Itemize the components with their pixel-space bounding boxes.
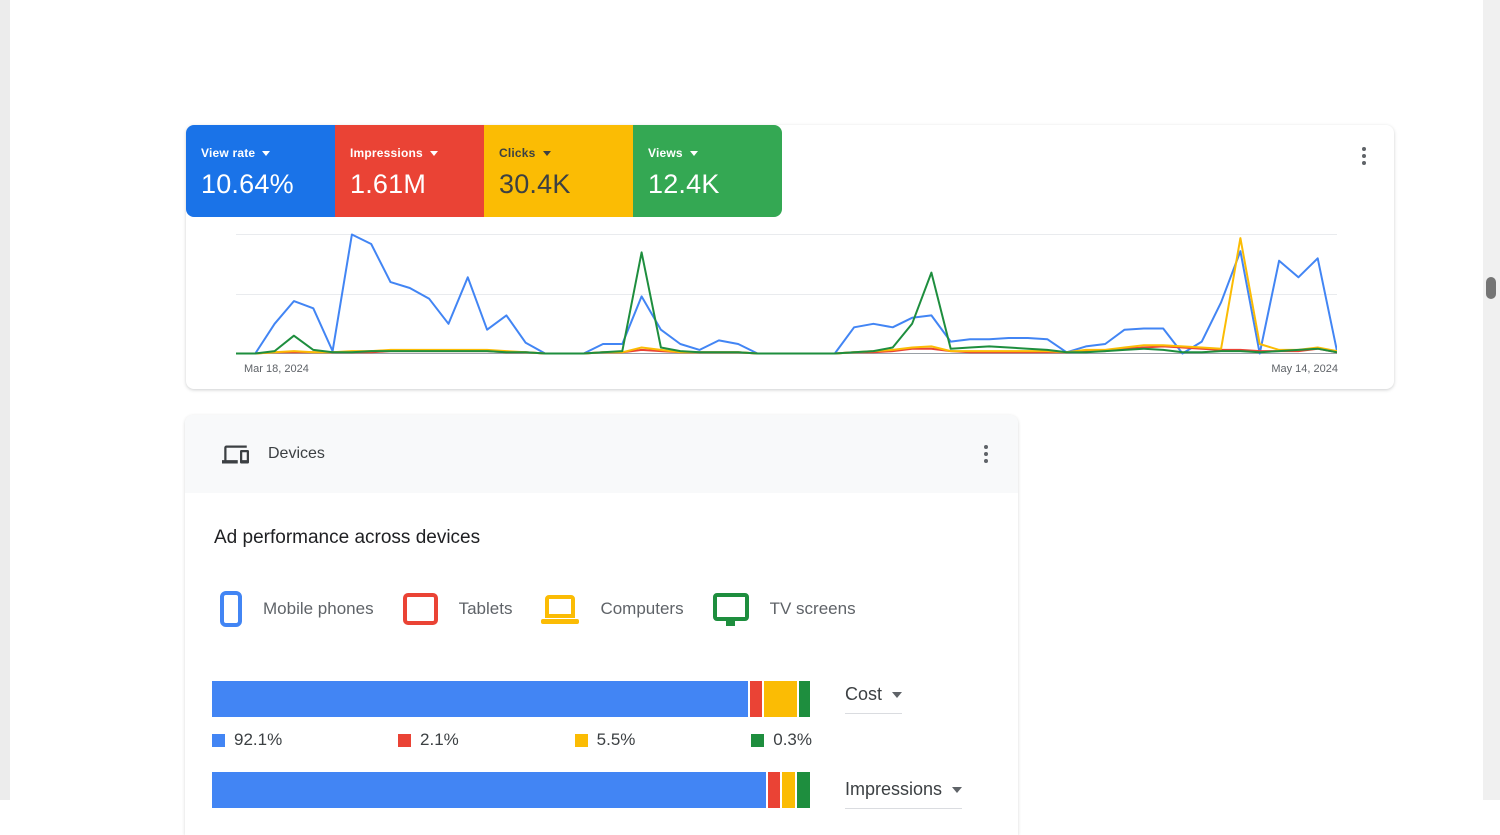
chevron-down-icon bbox=[262, 150, 271, 156]
performance-chart-card: View rate 10.64% Impressions 1.61M Click… bbox=[186, 125, 1394, 389]
mobile-phone-icon bbox=[220, 591, 242, 627]
bar-segment-tablets bbox=[749, 681, 763, 717]
scorecard-value: 30.4K bbox=[499, 169, 571, 199]
devices-heading: Ad performance across devices bbox=[214, 527, 481, 548]
scorecard-label: Impressions bbox=[350, 146, 423, 160]
swatch-mobile-phones bbox=[212, 733, 225, 747]
chevron-down-icon bbox=[689, 150, 698, 156]
pct-value: 2.1% bbox=[420, 730, 459, 749]
devices-card-header: Devices bbox=[185, 415, 1018, 493]
series-line-clicks bbox=[236, 237, 1338, 355]
legend-label: Computers bbox=[600, 599, 684, 618]
pct-tablets: 2.1% bbox=[398, 730, 459, 750]
swatch-computers bbox=[574, 733, 588, 747]
chevron-down-icon bbox=[892, 691, 903, 698]
laptop-icon bbox=[541, 594, 580, 624]
swatch-tv-screens bbox=[751, 733, 765, 747]
scorecard-view-rate[interactable]: View rate 10.64% bbox=[186, 125, 335, 217]
pct-computers: 5.5% bbox=[574, 730, 636, 750]
cost-metric-selector[interactable]: Cost bbox=[845, 684, 903, 714]
cost-bar-labels: 92.1% 2.1% 5.5% 0.3% bbox=[212, 730, 812, 750]
metric-selector-label: Impressions bbox=[845, 779, 943, 799]
x-axis-start-date: Mar 18, 2024 bbox=[244, 363, 309, 375]
chevron-down-icon bbox=[952, 786, 963, 793]
pct-mobile-phones: 92.1% bbox=[212, 730, 282, 750]
legend-label: TV screens bbox=[769, 599, 856, 618]
devices-icon bbox=[222, 445, 249, 463]
devices-card: Devices Ad performance across devices Mo… bbox=[185, 415, 1018, 835]
legend-item-tablets: Tablets bbox=[402, 593, 513, 625]
bar-segment-tv-screens bbox=[796, 772, 810, 808]
page-left-gutter bbox=[0, 0, 10, 800]
devices-card-title: Devices bbox=[268, 445, 325, 462]
scorecard-label: Clicks bbox=[499, 146, 536, 160]
tv-icon bbox=[712, 592, 749, 626]
series-line-views bbox=[236, 251, 1338, 355]
scorecard-value: 10.64% bbox=[201, 169, 294, 199]
legend-item-computers: Computers bbox=[541, 594, 684, 624]
scorecard-clicks[interactable]: Clicks 30.4K bbox=[484, 125, 633, 217]
pct-value: 0.3% bbox=[773, 730, 812, 749]
scrollbar[interactable] bbox=[1483, 0, 1500, 800]
swatch-tablets bbox=[398, 733, 412, 747]
scorecard-label: View rate bbox=[201, 146, 256, 160]
kebab-menu-icon[interactable] bbox=[1358, 143, 1370, 169]
legend-label: Mobile phones bbox=[263, 599, 374, 618]
scorecard-impressions[interactable]: Impressions 1.61M bbox=[335, 125, 484, 217]
device-legend: Mobile phones Tablets Computers TV scree… bbox=[220, 591, 856, 627]
pct-tv-screens: 0.3% bbox=[751, 730, 812, 750]
legend-label: Tablets bbox=[458, 599, 513, 618]
legend-item-tv-screens: TV screens bbox=[712, 592, 856, 626]
bar-segment-computers bbox=[781, 772, 795, 808]
pct-value: 92.1% bbox=[234, 730, 283, 749]
impressions-stacked-bar bbox=[212, 772, 810, 808]
cost-stacked-bar bbox=[212, 681, 810, 717]
bar-segment-mobile-phones bbox=[212, 681, 748, 717]
x-axis-end-date: May 14, 2024 bbox=[1271, 363, 1338, 375]
pct-value: 5.5% bbox=[596, 730, 636, 749]
kebab-menu-icon[interactable] bbox=[980, 441, 992, 467]
tablet-icon bbox=[402, 593, 438, 625]
performance-line-chart bbox=[236, 233, 1338, 355]
metric-scorecards: View rate 10.64% Impressions 1.61M Click… bbox=[186, 125, 782, 217]
metric-selector-label: Cost bbox=[845, 684, 883, 704]
legend-item-mobile-phones: Mobile phones bbox=[220, 591, 374, 627]
scorecard-label: Views bbox=[648, 146, 683, 160]
bar-segment-tablets bbox=[768, 772, 780, 808]
scorecard-value: 1.61M bbox=[350, 169, 427, 199]
bar-segment-tv-screens bbox=[798, 681, 810, 717]
scrollbar-thumb[interactable] bbox=[1486, 277, 1496, 299]
scorecard-views[interactable]: Views 12.4K bbox=[633, 125, 782, 217]
chevron-down-icon bbox=[429, 150, 438, 156]
impressions-metric-selector[interactable]: Impressions bbox=[845, 779, 963, 809]
bar-segment-mobile-phones bbox=[212, 772, 767, 808]
scorecard-value: 12.4K bbox=[648, 169, 720, 199]
bar-segment-computers bbox=[764, 681, 797, 717]
chevron-down-icon bbox=[542, 150, 551, 156]
